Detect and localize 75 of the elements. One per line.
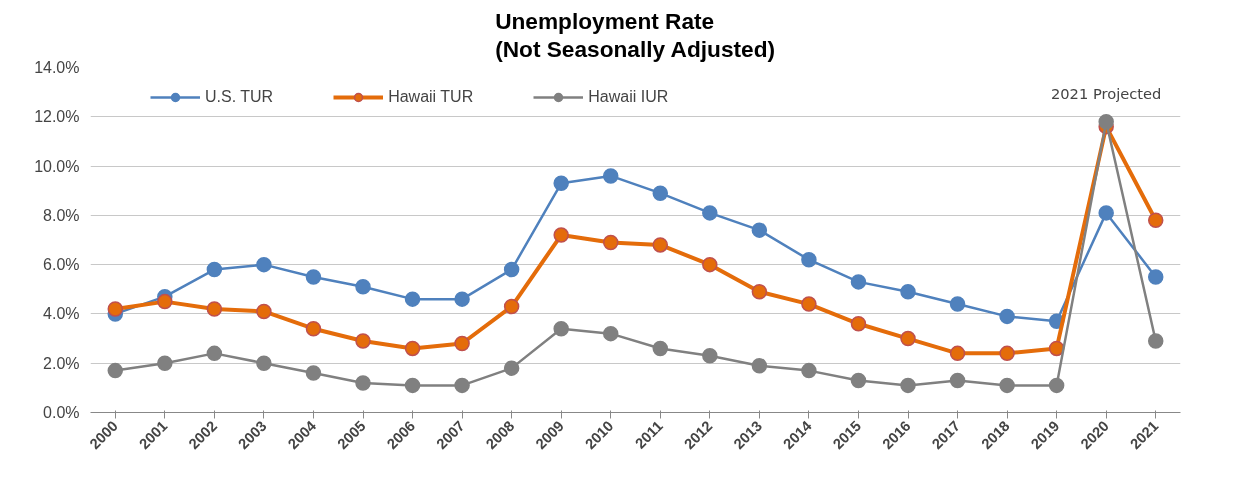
point bbox=[206, 345, 223, 362]
point bbox=[850, 372, 867, 389]
point bbox=[999, 345, 1015, 362]
point bbox=[355, 279, 371, 295]
point bbox=[1147, 269, 1164, 285]
annotation: 2021 Projected bbox=[1050, 85, 1162, 102]
point bbox=[256, 303, 272, 320]
point bbox=[900, 377, 916, 394]
legend-label: Hawaii IUR bbox=[588, 88, 669, 106]
y-tick-label: 8.0% bbox=[43, 206, 80, 224]
point bbox=[355, 375, 371, 391]
point bbox=[454, 291, 470, 307]
point bbox=[1048, 340, 1065, 357]
point bbox=[751, 222, 768, 238]
point bbox=[751, 284, 768, 300]
point bbox=[503, 261, 520, 278]
point bbox=[602, 325, 619, 342]
point bbox=[305, 269, 322, 285]
y-tick-label: 4.0% bbox=[43, 305, 80, 323]
y-tick-label: 2.0% bbox=[43, 354, 80, 372]
point bbox=[702, 348, 718, 364]
legend-label: U.S. TUR bbox=[205, 88, 274, 106]
point bbox=[305, 320, 322, 337]
point bbox=[206, 301, 223, 317]
y-tick-label: 0.0% bbox=[43, 404, 80, 421]
point bbox=[1147, 333, 1164, 349]
point bbox=[355, 333, 371, 349]
point bbox=[1098, 205, 1114, 221]
point bbox=[404, 340, 421, 357]
point bbox=[751, 357, 768, 374]
point bbox=[1048, 377, 1065, 394]
point bbox=[206, 261, 223, 278]
y-tick-label: 12.0% bbox=[34, 108, 80, 126]
point bbox=[107, 362, 124, 379]
point bbox=[503, 360, 520, 376]
point bbox=[900, 330, 916, 347]
point bbox=[503, 298, 520, 315]
point bbox=[107, 301, 124, 317]
point bbox=[1147, 212, 1164, 229]
point bbox=[900, 284, 916, 300]
y-tick-label: 14.0% bbox=[34, 59, 80, 76]
point bbox=[652, 237, 669, 253]
point bbox=[801, 362, 817, 379]
point bbox=[553, 227, 569, 243]
point bbox=[801, 251, 817, 268]
point bbox=[801, 296, 817, 312]
point bbox=[702, 205, 718, 221]
point bbox=[999, 377, 1015, 394]
point bbox=[999, 308, 1015, 325]
point bbox=[652, 340, 669, 357]
y-tick-label: 10.0% bbox=[34, 157, 80, 175]
point bbox=[850, 274, 867, 290]
point bbox=[850, 316, 867, 332]
point bbox=[1098, 113, 1114, 130]
point bbox=[454, 377, 470, 394]
point bbox=[602, 168, 619, 184]
chart-title: Unemployment Rate (Not Seasonally Adjusted) bbox=[495, 7, 776, 63]
point bbox=[652, 185, 669, 201]
point bbox=[949, 345, 966, 362]
point bbox=[256, 256, 272, 273]
point bbox=[553, 320, 569, 337]
point bbox=[602, 234, 619, 251]
point bbox=[702, 256, 718, 273]
point bbox=[404, 377, 421, 394]
point bbox=[949, 372, 966, 389]
point bbox=[949, 296, 966, 312]
legend-label: Hawaii TUR bbox=[388, 88, 474, 106]
point bbox=[454, 335, 470, 352]
point bbox=[256, 355, 272, 371]
point bbox=[305, 365, 322, 381]
y-tick-label: 6.0% bbox=[43, 256, 80, 274]
point bbox=[157, 355, 173, 371]
point bbox=[404, 291, 421, 307]
point bbox=[553, 175, 569, 192]
point bbox=[157, 293, 173, 310]
